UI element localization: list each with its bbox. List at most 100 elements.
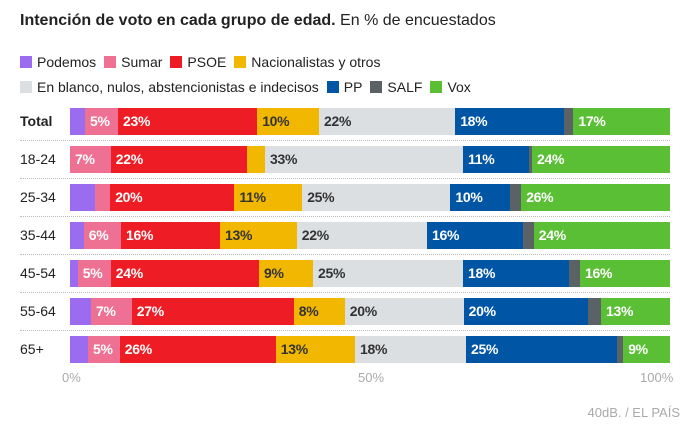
bar-segment: 24% xyxy=(533,222,670,249)
data-label: 16% xyxy=(432,227,460,243)
bar-segment: 20% xyxy=(344,298,464,325)
bar-row: 65+ 5% 26% 13% 18% 25% 9% xyxy=(0,336,700,363)
bar-row: 45-54 5% 24% 9% 25% 18% 16% xyxy=(0,260,700,287)
bar-segment xyxy=(569,260,580,287)
data-label: 18% xyxy=(468,265,496,281)
data-label: 27% xyxy=(136,303,164,319)
data-label: 16% xyxy=(126,227,154,243)
bar-segment xyxy=(247,146,265,173)
data-label: 33% xyxy=(270,151,298,167)
legend-swatch xyxy=(430,81,443,93)
data-label: 10% xyxy=(262,113,290,129)
legend-item: Vox xyxy=(430,75,471,100)
bar-segment: 18% xyxy=(355,336,466,363)
data-label: 16% xyxy=(585,265,613,281)
bar-segment xyxy=(70,336,88,363)
row-separator xyxy=(20,140,670,141)
legend-label: SALF xyxy=(387,79,423,95)
legend-item: Nacionalistas y otros xyxy=(234,50,380,75)
bar-segment: 25% xyxy=(466,336,618,363)
legend-label: Podemos xyxy=(37,54,97,70)
stacked-bar: 20% 11% 25% 10% 26% xyxy=(70,184,670,211)
bar-segment xyxy=(70,184,96,211)
bar-segment: 11% xyxy=(463,146,529,173)
row-label: 65+ xyxy=(20,341,44,357)
bar-row: 18-24 7% 22% 33% 11% 24% xyxy=(0,146,700,173)
data-label: 11% xyxy=(468,151,495,167)
data-label: 26% xyxy=(124,341,152,357)
row-separator xyxy=(20,254,670,255)
bar-row: 55-64 7% 27% 8% 20% 20% 13% xyxy=(0,298,700,325)
stacked-bar: 7% 22% 33% 11% 24% xyxy=(70,146,670,173)
legend-label: En blanco, nulos, abstencionistas e inde… xyxy=(37,79,319,95)
bar-segment xyxy=(70,260,78,287)
bar-segment: 23% xyxy=(118,108,258,135)
stacked-bar: 5% 26% 13% 18% 25% 9% xyxy=(70,336,670,363)
data-label: 5% xyxy=(82,265,103,281)
data-label: 13% xyxy=(606,303,634,319)
bar-segment: 27% xyxy=(131,298,294,325)
legend-item: Sumar xyxy=(104,50,162,75)
row-label: 18-24 xyxy=(20,151,56,167)
bar-segment: 13% xyxy=(601,298,670,325)
row-label: 25-34 xyxy=(20,189,56,205)
bar-segment: 18% xyxy=(463,260,570,287)
bar-segment: 16% xyxy=(121,222,220,249)
bar-segment: 16% xyxy=(580,260,670,287)
legend-swatch xyxy=(234,56,247,68)
legend-label: Sumar xyxy=(121,54,163,70)
legend-item: En blanco, nulos, abstencionistas e inde… xyxy=(20,75,319,100)
bar-segment: 25% xyxy=(313,260,463,287)
bar-segment: 22% xyxy=(319,108,456,135)
data-label: 9% xyxy=(628,341,648,357)
stacked-bar: 5% 23% 10% 22% 18% 17% xyxy=(70,108,670,135)
bar-segment: 10% xyxy=(257,108,319,135)
data-label: 25% xyxy=(471,341,499,357)
bar-segment xyxy=(70,108,85,135)
bar-segment: 18% xyxy=(455,108,565,135)
data-label: 22% xyxy=(324,113,352,129)
bar-segment xyxy=(564,108,574,135)
bar-segment: 26% xyxy=(521,184,670,211)
legend: Podemos Sumar PSOE Nacionalistas y otros En … xyxy=(20,50,680,100)
data-label: 9% xyxy=(264,265,284,281)
data-label: 7% xyxy=(75,151,95,167)
data-label: 18% xyxy=(360,341,388,357)
bar-segment: 25% xyxy=(302,184,451,211)
bar-segment xyxy=(529,146,532,173)
bar-segment: 11% xyxy=(234,184,303,211)
tick-label: 100% xyxy=(640,370,674,385)
chart-title: Intención de voto en cada grupo de edad.… xyxy=(20,12,496,30)
bar-row: 25-34 20% 11% 25% 10% 26% xyxy=(0,184,700,211)
legend-swatch xyxy=(170,56,183,68)
bar-segment: 24% xyxy=(532,146,670,173)
bar-segment: 13% xyxy=(220,222,297,249)
data-label: 13% xyxy=(225,227,253,243)
data-label: 26% xyxy=(526,189,554,205)
data-label: 20% xyxy=(468,303,496,319)
legend-item: Podemos xyxy=(20,50,96,75)
data-label: 25% xyxy=(318,265,346,281)
subtitle: En % de encuestados xyxy=(340,12,496,29)
legend-item: SALF xyxy=(370,75,422,100)
data-label: 5% xyxy=(93,341,113,357)
data-label: 13% xyxy=(280,341,308,357)
row-label: 35-44 xyxy=(20,227,56,243)
row-label: 45-54 xyxy=(20,265,56,281)
row-label: 55-64 xyxy=(20,303,56,319)
data-label: 17% xyxy=(578,113,606,129)
data-label: 6% xyxy=(88,227,109,243)
legend-label: PSOE xyxy=(187,54,227,70)
bar-segment: 8% xyxy=(293,298,345,325)
bar-segment xyxy=(617,336,624,363)
legend-swatch xyxy=(20,56,32,68)
bar-segment: 6% xyxy=(83,222,121,249)
bar-segment: 24% xyxy=(110,260,259,287)
legend-label: Vox xyxy=(447,79,471,95)
bar-segment xyxy=(587,298,601,325)
data-label: 20% xyxy=(115,189,143,205)
legend-swatch xyxy=(20,81,32,93)
data-label: 24% xyxy=(537,151,565,167)
row-separator xyxy=(20,178,670,179)
